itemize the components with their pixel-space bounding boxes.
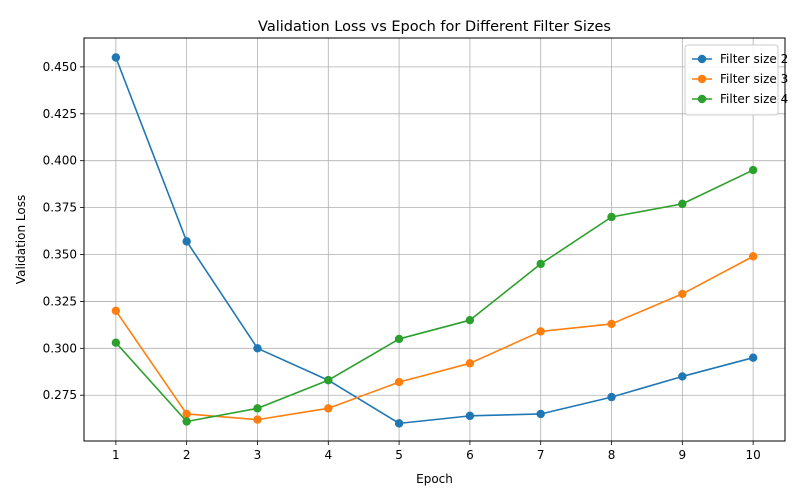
data-point [465, 315, 475, 325]
data-point [536, 409, 545, 419]
data-point [465, 359, 475, 368]
chart-title: Validation Loss vs Epoch for Different F… [258, 19, 611, 35]
data-point [324, 404, 333, 413]
y-tick-label: 0.375 [43, 201, 77, 215]
y-tick-label: 0.425 [43, 107, 77, 121]
data-point [678, 372, 687, 381]
data-point [748, 252, 758, 261]
y-tick-label: 0.325 [43, 294, 77, 308]
x-tick-label: 9 [679, 448, 687, 462]
data-point [324, 376, 333, 385]
y-axis-label: Validation Loss [14, 195, 28, 284]
x-tick-label: 8 [608, 448, 616, 462]
data-point [182, 237, 191, 246]
legend-label: Filter size 2 [720, 52, 788, 66]
data-point [111, 306, 121, 315]
series-line-filter-4 [115, 169, 754, 423]
grid [84, 38, 785, 441]
series-line-filter-3 [115, 255, 754, 421]
x-tick-label: 4 [324, 448, 332, 462]
y-tick-label: 0.275 [43, 388, 77, 402]
legend-marker [697, 54, 707, 64]
legend-marker [697, 74, 707, 84]
data-point [182, 409, 191, 419]
series-line-filter-2 [115, 57, 754, 425]
y-tick-label: 0.350 [43, 248, 77, 262]
x-axis-label: Epoch [416, 472, 453, 486]
data-point [607, 319, 616, 329]
data-point [394, 419, 404, 428]
legend-box [684, 44, 779, 116]
x-tick-label: 1 [112, 448, 120, 462]
data-point [253, 404, 262, 413]
data-point [678, 289, 687, 299]
legend-marker [697, 94, 707, 104]
data-point [465, 411, 475, 421]
ticks: 1 2 3 4 5 6 7 8 9 10 0.275 0.300 0.325 0.350 0.375 0.40… [43, 60, 761, 462]
data-point [748, 353, 758, 362]
x-tick-label: 2 [183, 448, 191, 462]
legend: Filter size 2 Filter size 3 Filter size 4 [684, 44, 788, 116]
data-point [394, 334, 404, 344]
x-tick-label: 5 [395, 448, 403, 462]
data-point [536, 327, 545, 336]
data-point [536, 259, 545, 269]
data-point [111, 338, 121, 347]
data-point [253, 415, 262, 424]
data-point [182, 417, 191, 426]
data-point [394, 377, 404, 387]
data-point [607, 212, 616, 222]
y-tick-label: 0.400 [43, 154, 77, 168]
data-point [678, 199, 687, 209]
x-tick-label: 10 [745, 448, 760, 462]
x-tick-label: 6 [466, 448, 474, 462]
series-layer [111, 53, 758, 428]
data-point [748, 165, 758, 175]
y-tick-label: 0.300 [43, 341, 77, 355]
data-point [607, 392, 616, 402]
legend-label: Filter size 4 [720, 92, 788, 106]
x-tick-label: 3 [254, 448, 262, 462]
data-point [253, 344, 262, 353]
plot-frame [83, 37, 786, 442]
data-point [111, 53, 121, 62]
y-tick-label: 0.450 [43, 60, 77, 74]
legend-label: Filter size 3 [720, 72, 788, 86]
x-tick-label: 7 [537, 448, 545, 462]
